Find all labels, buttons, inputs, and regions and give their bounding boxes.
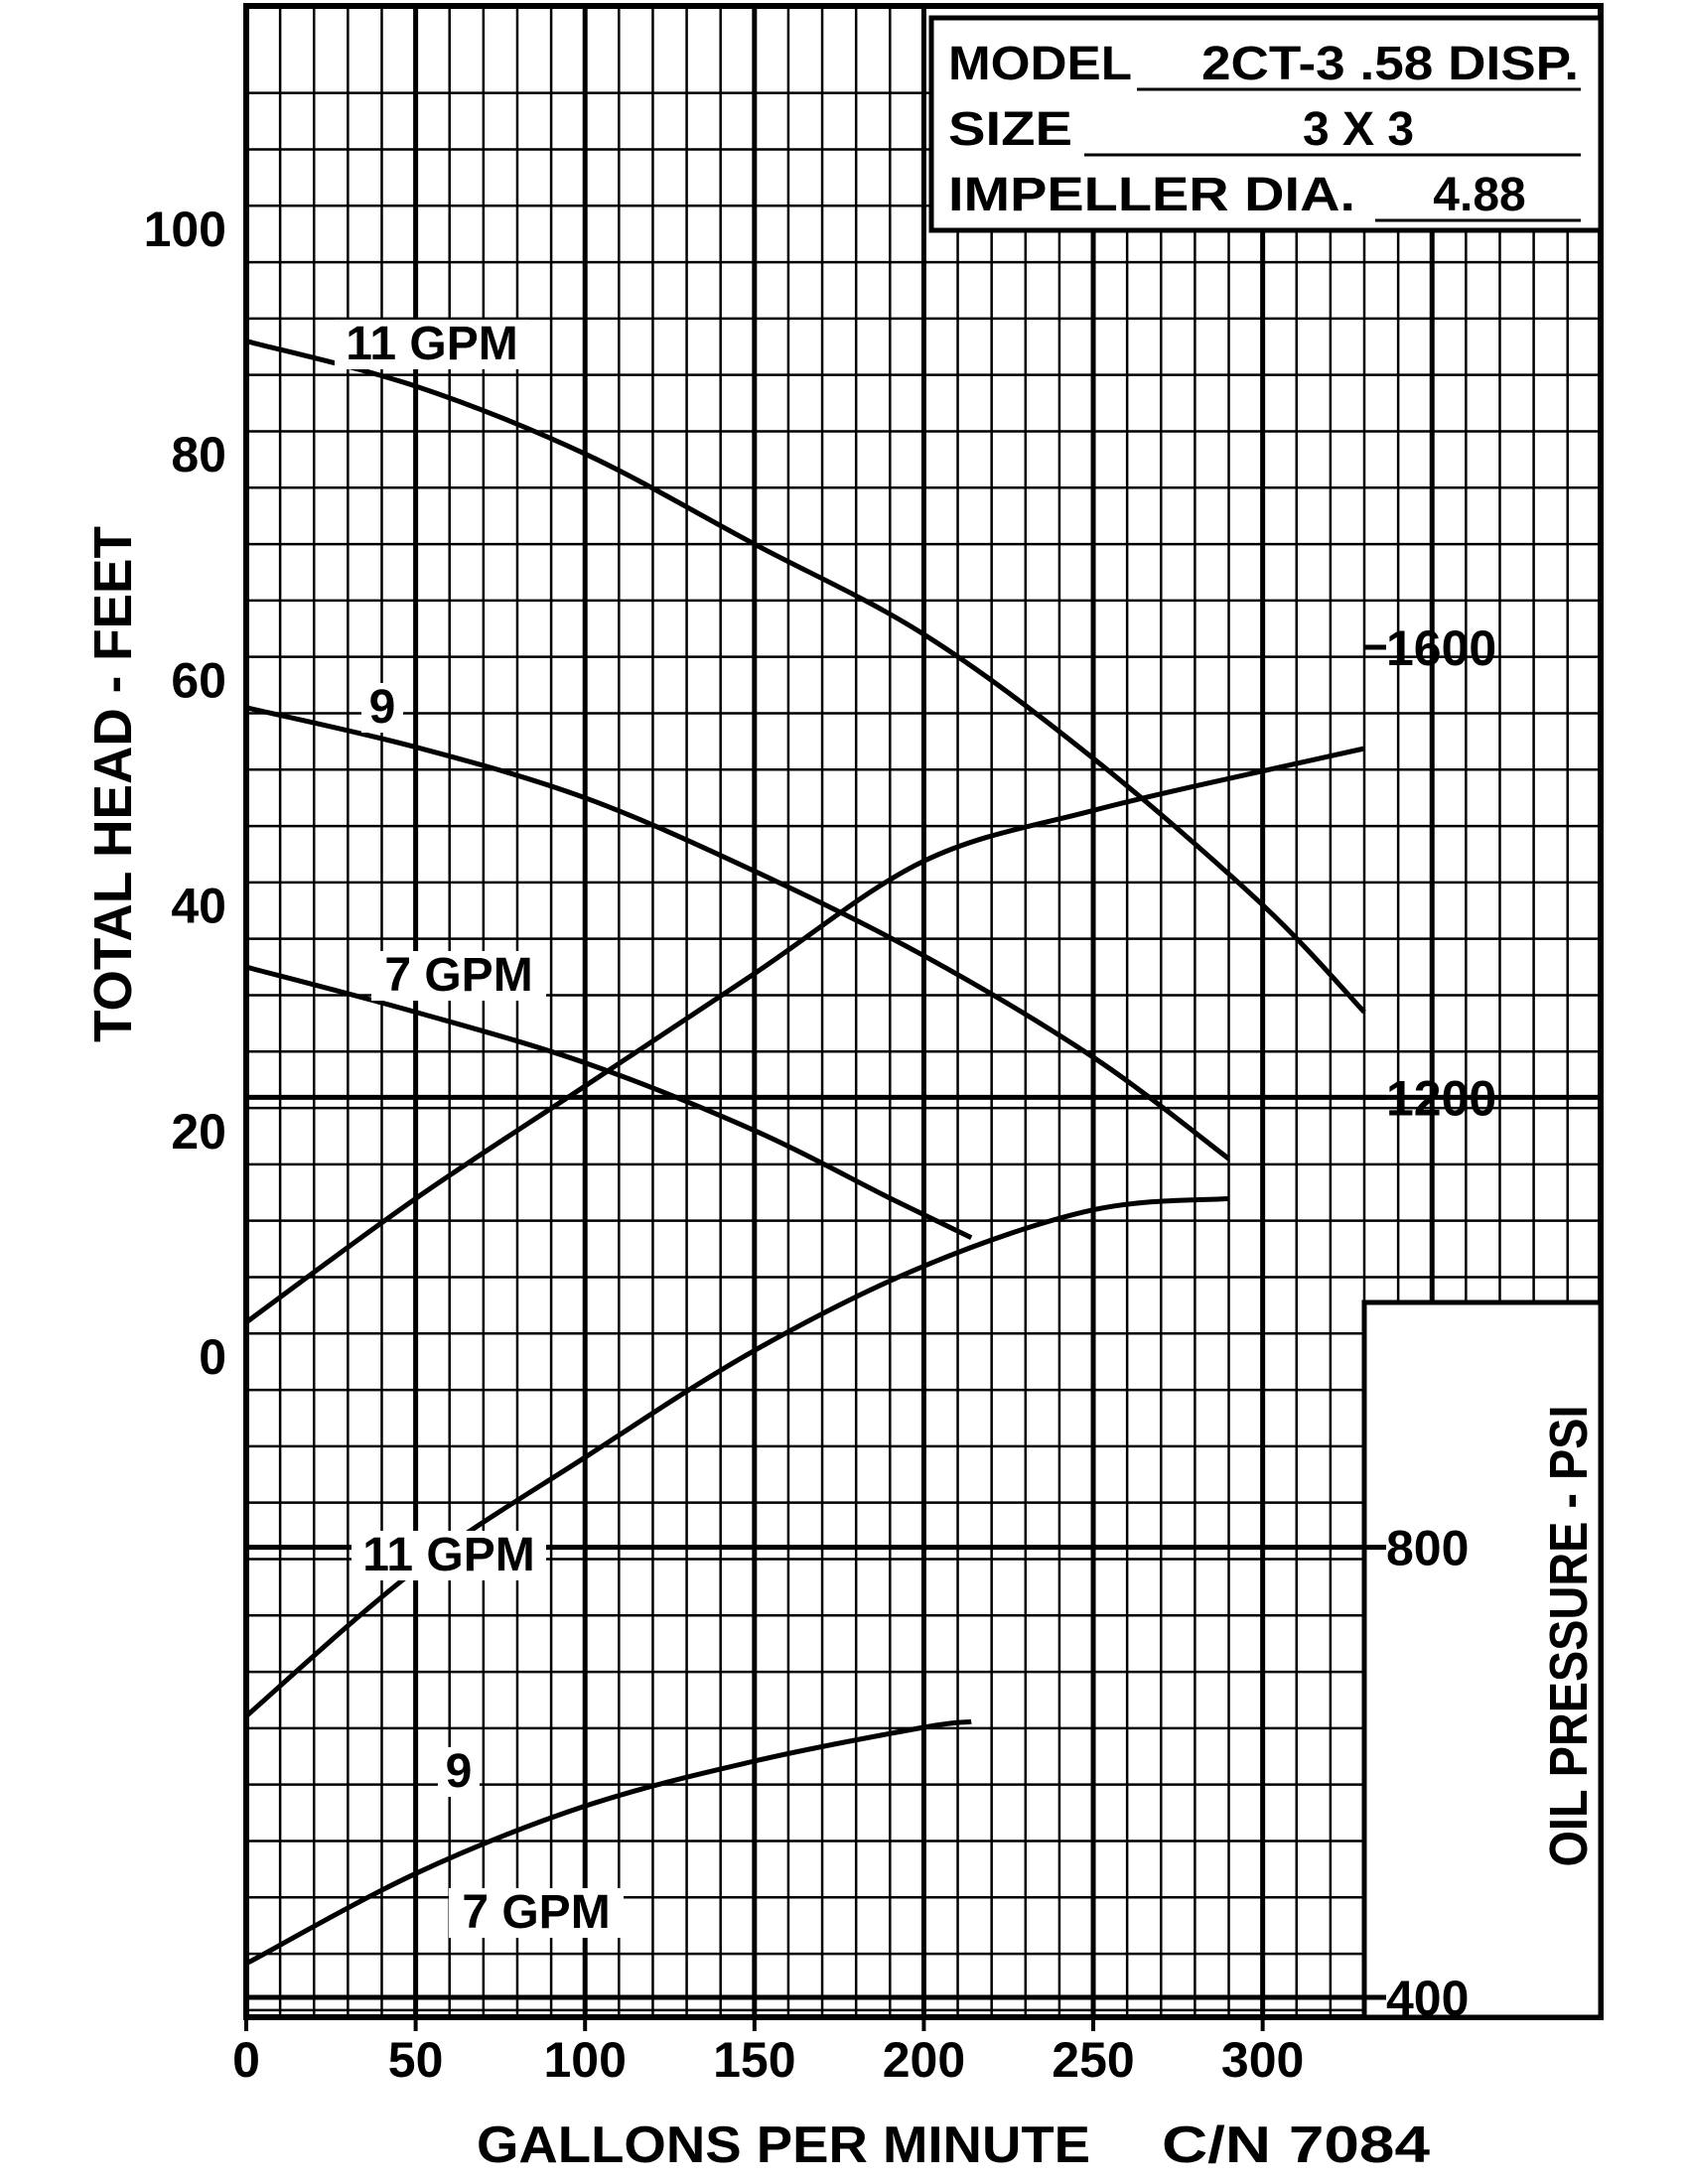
pressure-label-11-gpm: 11 GPM (362, 1529, 534, 1581)
head-curve-9 (245, 705, 1230, 1161)
x-tick-label: 150 (713, 2032, 795, 2088)
pressure-axis-box (1361, 1299, 1604, 2020)
head-tick-label: 0 (199, 1329, 226, 1385)
head-curve-11-gpm (245, 339, 1366, 1015)
pressure-label-7-gpm: 7 GPM (462, 1886, 610, 1939)
head-tick-label: 20 (171, 1104, 226, 1160)
model-value: 2CT-3 .58 DISP. (1201, 38, 1579, 90)
x-tick-label: 0 (232, 2032, 260, 2088)
curve-labels: 11 GPM 9 7 GPM 11 GPM 9 7 GPM (335, 318, 624, 1939)
x-tick-label: 300 (1221, 2032, 1304, 2088)
head-label-7-gpm: 7 GPM (384, 949, 532, 1002)
catalog-number: C/N 7084 (1162, 2116, 1430, 2174)
x-tick-label: 50 (388, 2032, 444, 2088)
head-tick-label: 40 (171, 879, 226, 934)
x-axis-title: GALLONS PER MINUTE (477, 2116, 1090, 2174)
size-label: SIZE (948, 103, 1072, 156)
head-label-9-bg (361, 683, 403, 733)
x-tick-label: 250 (1052, 2032, 1134, 2088)
pressure-label-11-gpm-bg (352, 1531, 546, 1580)
x-tick-label: 200 (883, 2032, 965, 2088)
head-axis-title: TOTAL HEAD - FEET (83, 526, 143, 1042)
pressure-label-9: 9 (446, 1745, 473, 1798)
impeller-label: IMPELLER DIA. (948, 169, 1355, 221)
pressure-axis-title: OIL PRESSURE - PSI (1539, 1406, 1599, 1867)
head-label-11-gpm-bg (335, 320, 529, 369)
grid (243, 3, 1604, 2031)
model-label: MODEL (948, 38, 1132, 90)
x-tick-label: 100 (543, 2032, 626, 2088)
axis-tick-labels: 0 20 40 60 80 100 400 800 1200 1600 0 50 100 150 200 25… (144, 202, 1497, 2088)
head-tick-label: 60 (171, 652, 226, 708)
pressure-tick-label: 400 (1386, 1971, 1469, 2026)
head-tick-label: 100 (144, 202, 226, 257)
impeller-value: 4.88 (1433, 169, 1525, 221)
head-tick-label: 80 (171, 427, 226, 482)
pressure-curve-7-gpm (244, 1718, 972, 1967)
pressure-curve-11-gpm (244, 746, 1365, 1325)
head-label-7-gpm-bg (371, 951, 546, 1001)
pressure-tick-label: 1600 (1386, 620, 1496, 676)
head-curve-7-gpm (245, 964, 973, 1240)
pressure-tick-label: 800 (1386, 1521, 1469, 1576)
pressure-label-7-gpm-bg (449, 1888, 624, 1938)
pressure-tick-label: 1200 (1386, 1070, 1496, 1126)
head-label-11-gpm: 11 GPM (346, 318, 517, 370)
head-label-9: 9 (369, 681, 396, 734)
info-box: MODEL 2CT-3 .58 DISP. SIZE 3 X 3 IMPELLE… (928, 15, 1604, 233)
size-value: 3 X 3 (1303, 103, 1414, 156)
pressure-label-9-bg (438, 1747, 480, 1797)
